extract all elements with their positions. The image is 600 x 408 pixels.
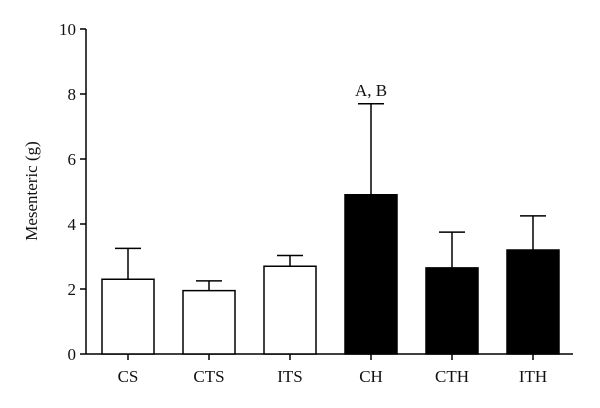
bar-cs [101, 278, 155, 355]
y-tick-label: 8 [68, 85, 77, 104]
error-bars [115, 103, 546, 291]
x-tick-label: CS [118, 367, 139, 386]
bars [101, 194, 560, 355]
y-axis-title: Mesenteric (g) [22, 141, 41, 241]
x-tick-label: CTS [193, 367, 224, 386]
y-tick-label: 6 [68, 150, 77, 169]
bar-ch [344, 194, 398, 355]
x-tick-label: CH [359, 367, 383, 386]
y-tick-label: 10 [59, 20, 76, 39]
bar-cts [182, 289, 236, 355]
annotation-label: A, B [355, 81, 387, 100]
y-tick-label: 0 [68, 345, 77, 364]
bar-its [263, 265, 317, 355]
y-tick-label: 4 [68, 215, 77, 234]
bar-cth [425, 267, 479, 355]
x-tick-label: CTH [435, 367, 469, 386]
x-tick-label: ITH [519, 367, 547, 386]
bar-ith [506, 249, 560, 355]
x-tick-label: ITS [277, 367, 303, 386]
x-axis: CS CTS ITS CH CTH ITH [86, 353, 573, 386]
y-axis: 0 2 4 6 8 10 [59, 20, 87, 364]
y-tick-label: 2 [68, 280, 77, 299]
annotations: A, B [355, 81, 387, 100]
